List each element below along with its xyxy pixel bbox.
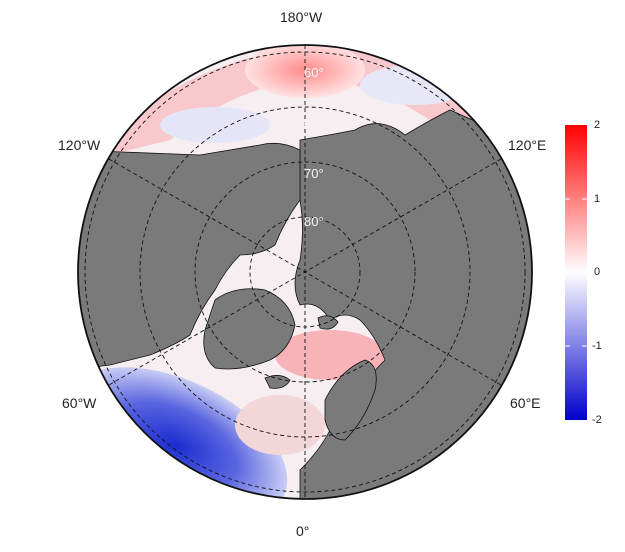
lon-label-60w: 60°W [62,395,97,411]
lon-label-180w: 180°W [280,9,323,25]
colorbar-tick-marks [565,198,587,347]
lon-label-120w: 120°W [58,137,101,153]
land-masses [78,109,532,499]
colorbar-tick-0: 0 [594,266,601,278]
lon-label-120e: 120°E [508,137,547,153]
lat-label-70: 70° [304,166,324,181]
lat-label-60-inner: 60° [304,116,324,131]
graticule [84,45,526,499]
lon-label-0: 0° [296,523,310,539]
colorbar-tick-neg1: -1 [592,340,602,352]
map-frame [77,44,533,500]
colorbar-tick-neg2: -2 [592,414,602,426]
lon-label-60e: 60°E [510,395,541,411]
colorbar-tick-2: 2 [594,119,601,131]
lat-label-60: 60° [304,65,324,80]
bering-cool-patch [160,107,270,143]
colorbar-tick-1: 1 [594,193,601,205]
lat-label-80: 80° [304,214,324,229]
colorbar [565,125,587,420]
